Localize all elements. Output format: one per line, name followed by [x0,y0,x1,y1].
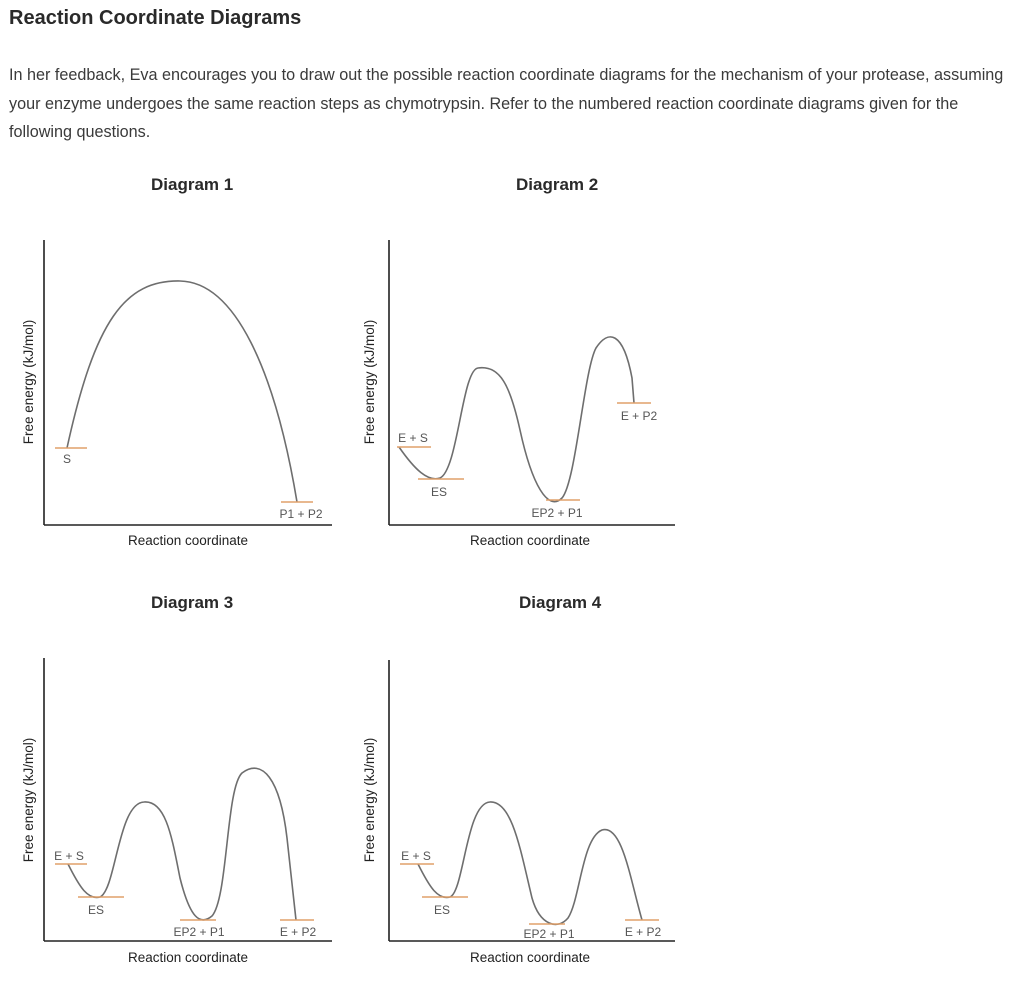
level-label-e-p2: E + P2 [280,925,317,939]
y-axis-label: Free energy (kJ/mol) [21,320,36,445]
level-label-s: S [63,452,71,466]
diagram-3-heading: Diagram 3 [151,593,234,612]
x-axis-label: Reaction coordinate [470,950,590,965]
level-label-es: ES [88,903,104,917]
energy-curve [66,280,298,503]
level-label-e-s: E + S [401,849,431,863]
diagram-1-heading: Diagram 1 [151,175,234,194]
x-axis-label: Reaction coordinate [128,533,248,548]
level-label-e-p2: E + P2 [621,409,658,423]
y-axis-label: Free energy (kJ/mol) [362,320,377,445]
page-title: Reaction Coordinate Diagrams [9,7,302,29]
diagram-4-heading: Diagram 4 [519,593,602,612]
level-label-es: ES [434,903,450,917]
level-label-e-s: E + S [398,431,428,445]
diagram-1: Free energy (kJ/mol) Reaction coordinate… [21,240,332,548]
diagram-3: Free energy (kJ/mol) Reaction coordinate… [21,658,332,965]
diagram-4: Free energy (kJ/mol) Reaction coordinate… [362,660,675,965]
energy-curve [398,336,635,503]
energy-curve [417,801,643,926]
level-label-e-s: E + S [54,849,84,863]
level-label-ep2-p1: EP2 + P1 [531,506,582,520]
diagram-2: Free energy (kJ/mol) Reaction coordinate… [362,240,675,548]
level-label-es: ES [431,485,447,499]
energy-curve [67,767,297,921]
level-label-e-p2: E + P2 [625,925,662,939]
level-label-ep2-p1: EP2 + P1 [523,927,574,941]
level-label-p1-p2: P1 + P2 [279,507,322,521]
intro-paragraph: In her feedback, Eva encourages you to d… [9,66,1004,141]
diagram-2-heading: Diagram 2 [516,175,599,194]
x-axis-label: Reaction coordinate [128,950,248,965]
x-axis-label: Reaction coordinate [470,533,590,548]
y-axis-label: Free energy (kJ/mol) [362,738,377,863]
level-label-ep2-p1: EP2 + P1 [173,925,224,939]
y-axis-label: Free energy (kJ/mol) [21,738,36,863]
